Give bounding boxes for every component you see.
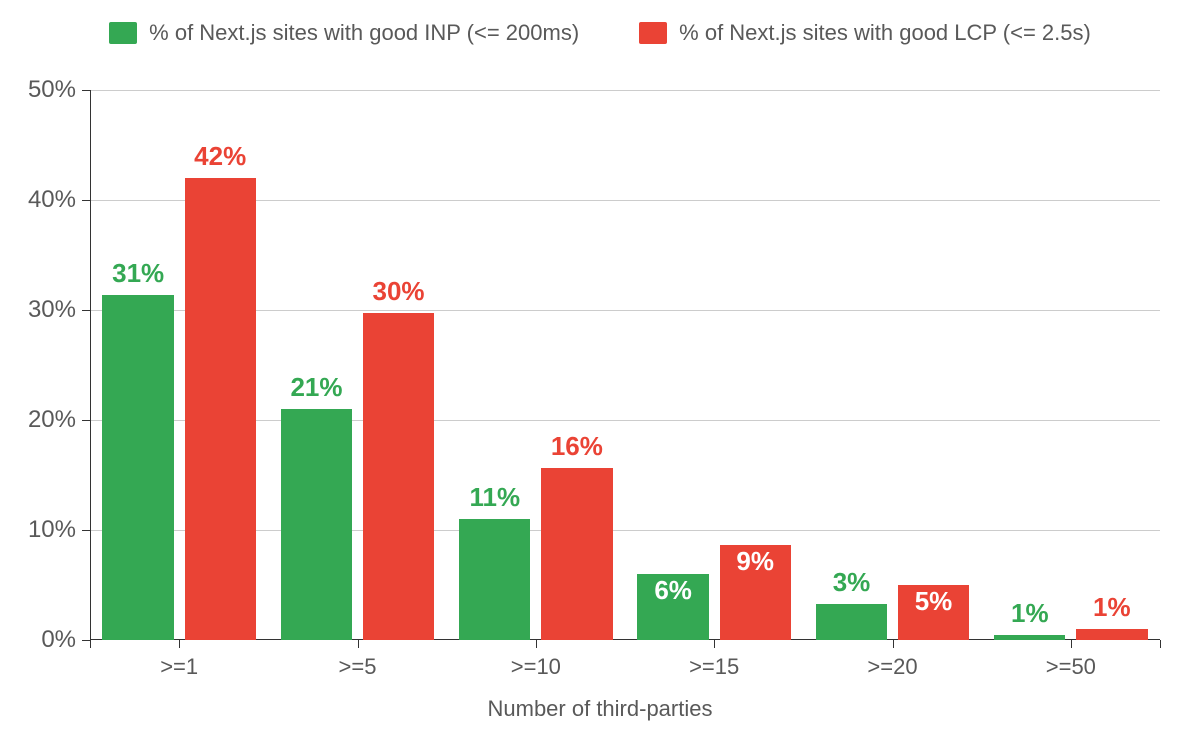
bar-lcp	[185, 178, 256, 640]
legend-label-lcp: % of Next.js sites with good LCP (<= 2.5…	[679, 20, 1091, 46]
x-axis-title: Number of third-parties	[0, 696, 1200, 722]
legend-swatch-inp	[109, 22, 137, 44]
bar-inp	[816, 604, 887, 640]
value-label-inp: 6%	[627, 575, 718, 606]
value-label-lcp: 5%	[888, 586, 979, 617]
legend-label-inp: % of Next.js sites with good INP (<= 200…	[149, 20, 579, 46]
value-label-inp: 31%	[92, 258, 183, 289]
gridline	[90, 90, 1160, 91]
x-tick-label: >=1	[160, 640, 198, 680]
value-label-lcp: 1%	[1066, 592, 1157, 623]
y-tick-label: 30%	[28, 296, 90, 324]
value-label-inp: 1%	[984, 598, 1075, 629]
bar-lcp	[1076, 629, 1147, 640]
y-tick-label: 20%	[28, 406, 90, 434]
y-tick-label: 40%	[28, 186, 90, 214]
x-tick-label: >=50	[1046, 640, 1096, 680]
y-tick-label: 50%	[28, 76, 90, 104]
value-label-lcp: 9%	[710, 546, 801, 577]
plot-area: 0%10%20%30%40%50%>=131%42%>=521%30%>=101…	[90, 90, 1160, 640]
x-tick	[90, 640, 91, 648]
value-label-lcp: 16%	[531, 431, 622, 462]
bar-lcp	[363, 313, 434, 640]
value-label-inp: 11%	[449, 482, 540, 513]
bar-inp	[102, 295, 173, 640]
x-tick-label: >=5	[339, 640, 377, 680]
y-axis-line	[90, 90, 91, 640]
bar-inp	[459, 519, 530, 640]
bar-inp	[994, 635, 1065, 641]
y-tick-label: 0%	[41, 626, 90, 654]
legend-swatch-lcp	[639, 22, 667, 44]
x-tick	[1160, 640, 1161, 648]
value-label-inp: 3%	[806, 567, 897, 598]
y-tick-label: 10%	[28, 516, 90, 544]
value-label-lcp: 30%	[353, 276, 444, 307]
legend: % of Next.js sites with good INP (<= 200…	[0, 20, 1200, 46]
chart-container: % of Next.js sites with good INP (<= 200…	[0, 0, 1200, 742]
value-label-inp: 21%	[271, 372, 362, 403]
x-tick-label: >=10	[511, 640, 561, 680]
x-tick-label: >=20	[867, 640, 917, 680]
bar-inp	[281, 409, 352, 640]
bar-lcp	[541, 468, 612, 640]
legend-item-inp: % of Next.js sites with good INP (<= 200…	[109, 20, 579, 46]
x-tick-label: >=15	[689, 640, 739, 680]
legend-item-lcp: % of Next.js sites with good LCP (<= 2.5…	[639, 20, 1091, 46]
value-label-lcp: 42%	[175, 141, 266, 172]
